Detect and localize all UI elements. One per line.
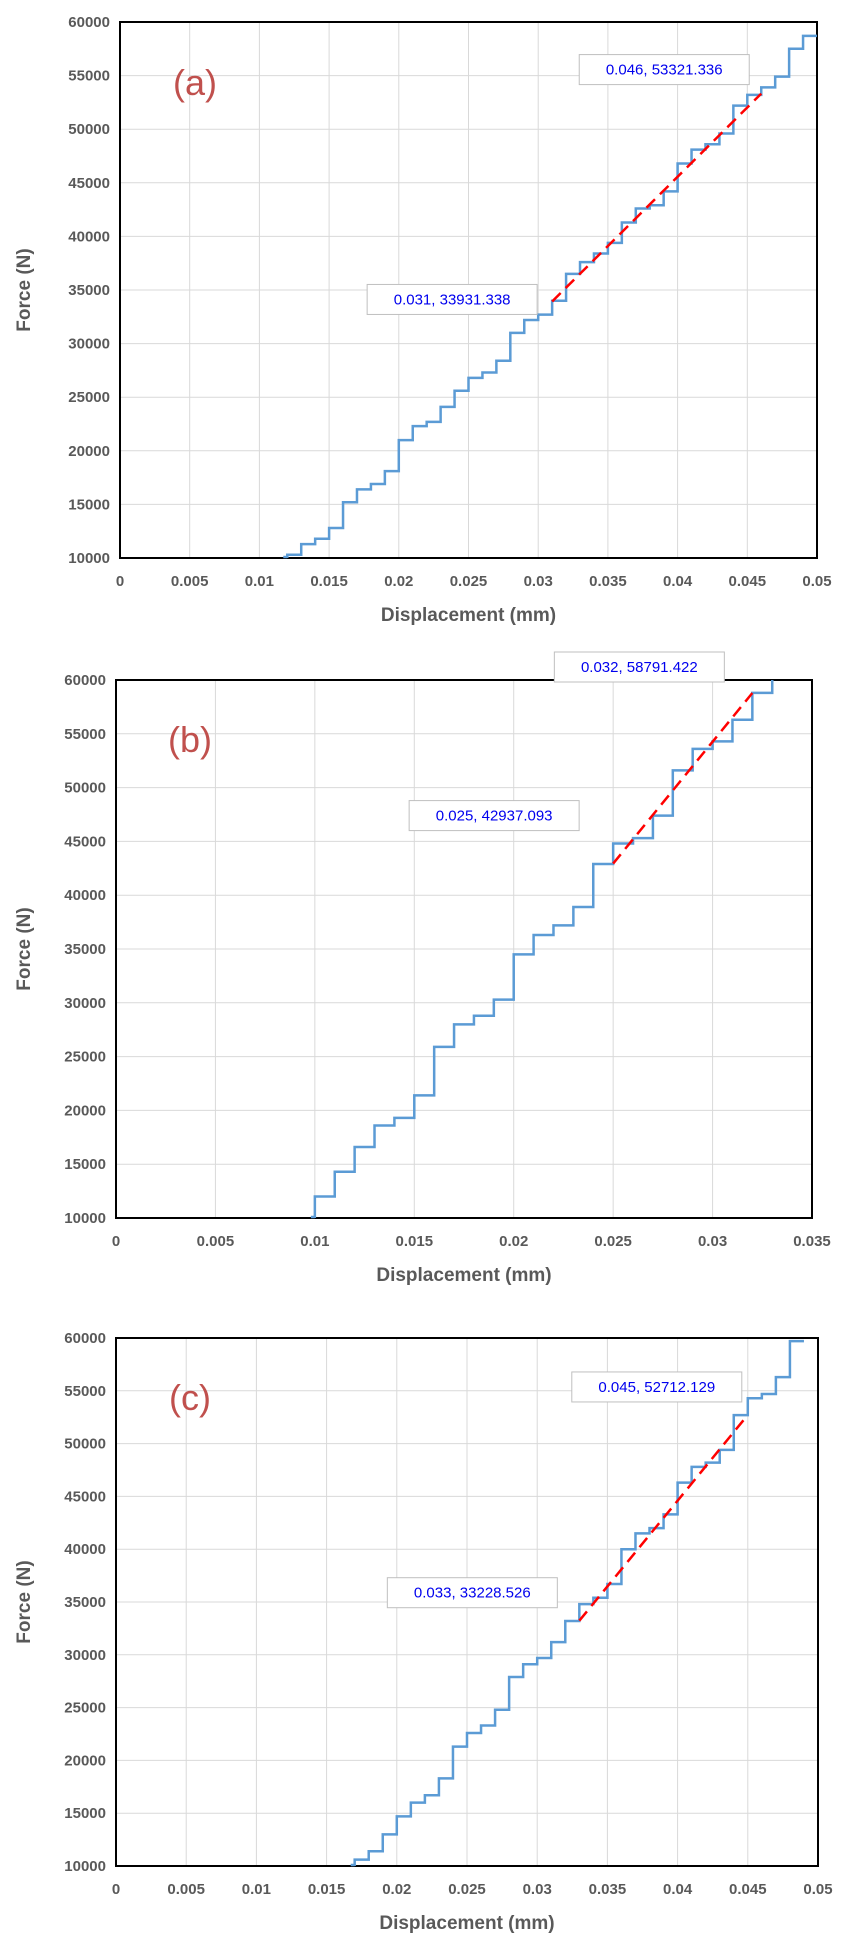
data-label: 0.046, 53321.336 — [606, 62, 723, 79]
x-tick-label: 0.035 — [589, 1881, 627, 1898]
y-tick-label: 25000 — [68, 389, 110, 406]
chart-panel-a: 0 0.005 0.01 0.015 0.02 0.025 0.03 0.035 0.04 0.0… — [14, 14, 832, 626]
y-tick-label: 30000 — [64, 1647, 106, 1664]
y-tick-label: 20000 — [64, 1102, 106, 1119]
x-tick-label: 0.005 — [197, 1233, 235, 1250]
y-tick-label: 45000 — [64, 1488, 106, 1505]
data-label-box — [366, 283, 538, 315]
y-tick-label: 55000 — [64, 1383, 106, 1400]
y-tick-label: 45000 — [64, 833, 106, 850]
x-tick-label: 0.01 — [300, 1233, 329, 1250]
y-tick-label: 35000 — [68, 282, 110, 299]
x-axis-title: Displacement (mm) — [381, 605, 556, 626]
force-displacement-step-line — [286, 34, 817, 558]
x-tick-label: 0.02 — [384, 573, 413, 590]
x-tick-label: 0.03 — [698, 1233, 727, 1250]
x-tick-label: 0.025 — [448, 1881, 486, 1898]
y-axis-title: Force (N) — [14, 907, 35, 990]
y-tick-label: 35000 — [64, 941, 106, 958]
y-tick-label: 20000 — [68, 443, 110, 460]
chart-panel-b: 0 0.005 0.01 0.015 0.02 0.025 0.03 0.035 10000 15… — [14, 651, 831, 1286]
data-label: 0.033, 33228.526 — [414, 1585, 531, 1602]
x-tick-label: 0.02 — [499, 1233, 528, 1250]
x-tick-label: 0.005 — [167, 1881, 205, 1898]
x-tick-label: 0 — [112, 1881, 120, 1898]
y-tick-label: 45000 — [68, 175, 110, 192]
x-tick-label: 0.045 — [729, 573, 767, 590]
x-tick-label: 0.025 — [594, 1233, 632, 1250]
data-label-box — [408, 800, 580, 832]
x-tick-label: 0.05 — [802, 573, 831, 590]
x-tick-label: 0.015 — [310, 573, 348, 590]
x-tick-label: 0.015 — [308, 1881, 346, 1898]
x-tick-label: 0.025 — [450, 573, 488, 590]
linear-fit-dashed-line — [551, 92, 763, 303]
data-label-box — [386, 1577, 558, 1609]
y-tick-label: 30000 — [64, 995, 106, 1012]
y-tick-label: 55000 — [64, 726, 106, 743]
x-tick-label: 0.03 — [524, 573, 553, 590]
y-tick-label: 25000 — [64, 1049, 106, 1066]
y-tick-label: 15000 — [64, 1805, 106, 1822]
y-axis-title: Force (N) — [14, 1560, 35, 1643]
y-tick-label: 25000 — [64, 1700, 106, 1717]
y-tick-label: 60000 — [64, 672, 106, 689]
plot-frame — [115, 1337, 819, 1867]
y-tick-label: 30000 — [68, 336, 110, 353]
panel-label: (a) — [173, 62, 217, 103]
y-tick-label: 40000 — [68, 228, 110, 245]
x-tick-label: 0.035 — [589, 573, 627, 590]
data-label: 0.031, 33931.338 — [394, 291, 511, 308]
linear-fit-dashed-line — [578, 1414, 749, 1622]
y-tick-label: 55000 — [68, 68, 110, 85]
plot-frame — [119, 21, 818, 559]
x-tick-label: 0.04 — [663, 1881, 693, 1898]
data-label-box — [578, 54, 750, 86]
x-tick-label: 0.05 — [803, 1881, 832, 1898]
x-tick-label: 0.01 — [245, 573, 274, 590]
panel-label: (c) — [169, 1377, 211, 1418]
y-tick-label: 50000 — [64, 1436, 106, 1453]
y-tick-label: 60000 — [64, 1330, 106, 1347]
data-label: 0.032, 58791.422 — [581, 659, 698, 676]
panel-label: (b) — [168, 719, 212, 760]
y-tick-label: 20000 — [64, 1752, 106, 1769]
y-tick-label: 15000 — [64, 1156, 106, 1173]
y-tick-label: 15000 — [68, 496, 110, 513]
data-label: 0.025, 42937.093 — [436, 808, 553, 825]
x-tick-label: 0.01 — [242, 1881, 271, 1898]
y-tick-label: 10000 — [64, 1858, 106, 1875]
y-tick-label: 60000 — [68, 14, 110, 31]
plot-frame — [115, 679, 813, 1219]
x-axis-title: Displacement (mm) — [379, 1913, 554, 1934]
y-tick-label: 50000 — [64, 780, 106, 797]
force-displacement-step-line — [353, 1339, 804, 1866]
y-tick-label: 35000 — [64, 1594, 106, 1611]
data-label-box — [571, 1371, 743, 1403]
y-tick-label: 40000 — [64, 887, 106, 904]
data-label-box — [553, 651, 725, 683]
force-displacement-step-line — [313, 680, 774, 1218]
y-tick-label: 10000 — [68, 550, 110, 567]
x-tick-label: 0.015 — [396, 1233, 434, 1250]
y-axis-title: Force (N) — [14, 248, 35, 331]
x-axis-title: Displacement (mm) — [376, 1265, 551, 1286]
y-tick-label: 40000 — [64, 1541, 106, 1558]
x-tick-label: 0.03 — [523, 1881, 552, 1898]
chart-panel-c: 0 0.005 0.01 0.015 0.02 0.025 0.03 0.035 0.04 0.0… — [14, 1330, 833, 1934]
x-tick-label: 0 — [112, 1233, 120, 1250]
x-tick-label: 0 — [116, 573, 124, 590]
x-tick-label: 0.045 — [729, 1881, 767, 1898]
data-label: 0.045, 52712.129 — [598, 1379, 715, 1396]
x-tick-label: 0.04 — [663, 573, 693, 590]
y-tick-label: 50000 — [68, 121, 110, 138]
x-tick-label: 0.02 — [382, 1881, 411, 1898]
x-tick-label: 0.005 — [171, 573, 209, 590]
y-tick-label: 10000 — [64, 1210, 106, 1227]
x-tick-label: 0.035 — [793, 1233, 831, 1250]
